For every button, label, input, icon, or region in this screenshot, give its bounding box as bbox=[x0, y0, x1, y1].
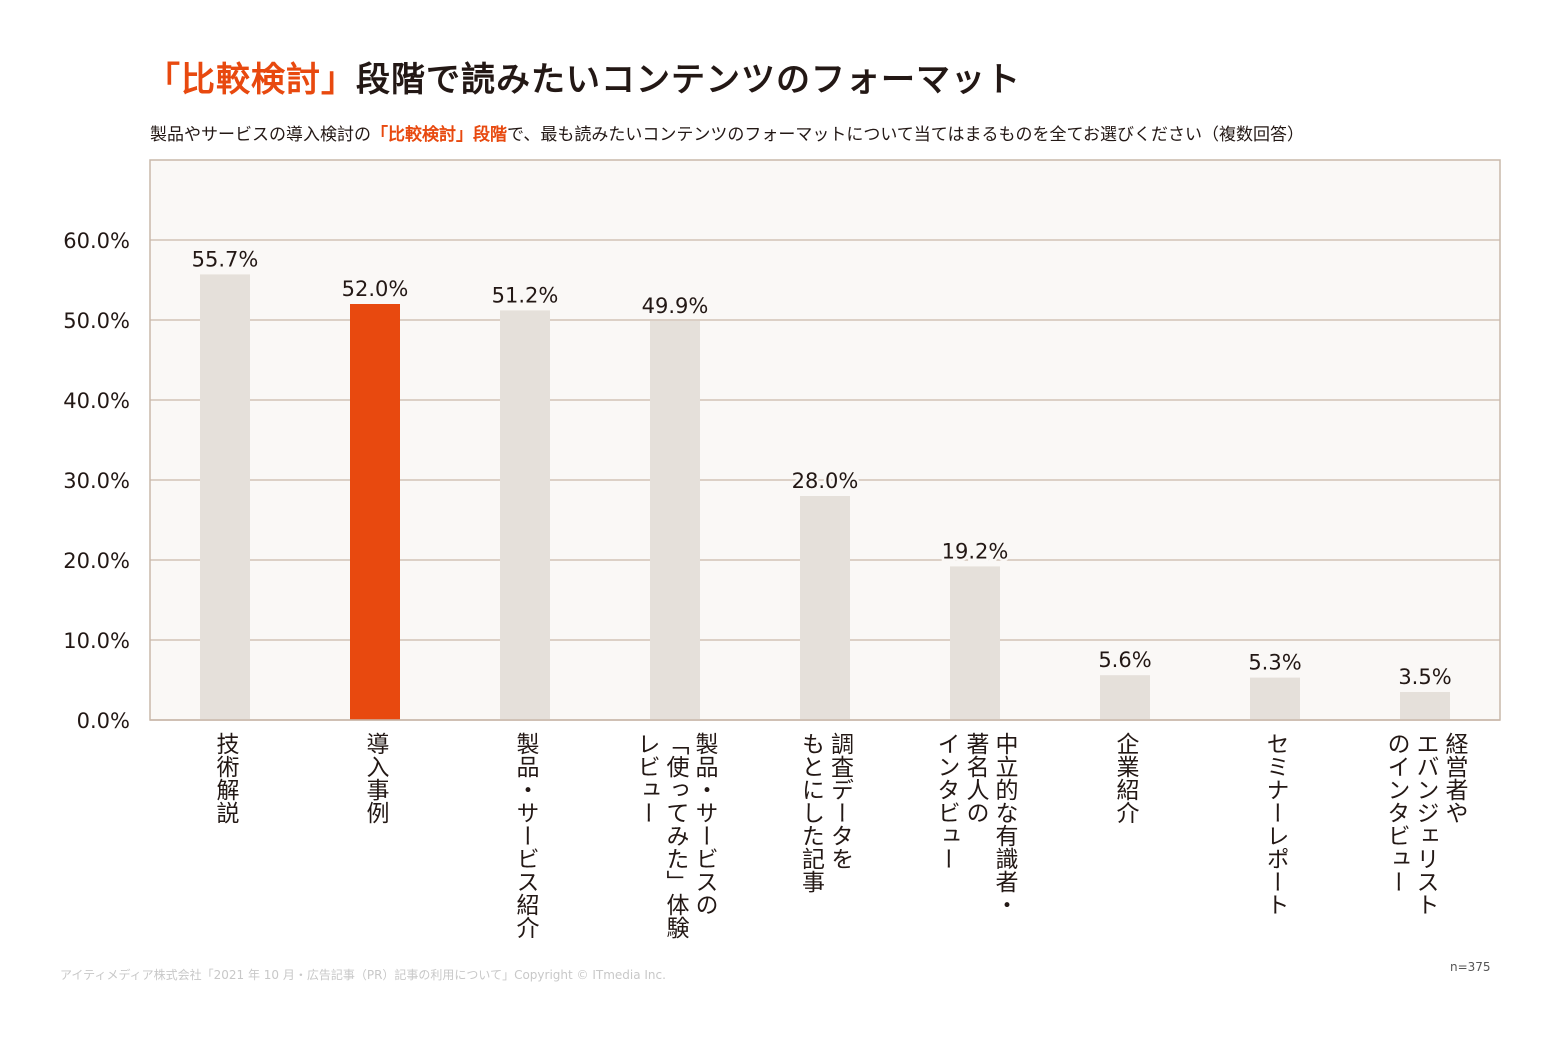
bar-value-label: 5.6% bbox=[1098, 648, 1151, 672]
y-tick-label: 40.0% bbox=[63, 389, 130, 413]
x-tick-label: 調査データをもとにした記事 bbox=[798, 732, 855, 893]
bar bbox=[1100, 675, 1150, 720]
bar-value-label: 55.7% bbox=[192, 247, 259, 271]
y-tick-label: 10.0% bbox=[63, 629, 130, 653]
sample-size-label: n=375 bbox=[1450, 960, 1491, 974]
y-tick-label: 30.0% bbox=[63, 469, 130, 493]
subtitle-highlight: 「比較検討」段階 bbox=[371, 125, 507, 145]
x-tick-label: 製品・サービス紹介 bbox=[512, 732, 540, 939]
bar bbox=[500, 310, 550, 720]
x-tick-label: 技術解説 bbox=[212, 732, 240, 824]
bar bbox=[350, 304, 400, 720]
bar bbox=[1400, 692, 1450, 720]
x-tick-label: 中立的な有識者・著名人のインタビュー bbox=[933, 732, 1019, 916]
bar-value-label: 5.3% bbox=[1248, 651, 1301, 675]
bar bbox=[950, 566, 1000, 720]
bar-value-label: 51.2% bbox=[492, 283, 559, 307]
chart-subtitle: 製品やサービスの導入検討の「比較検討」段階で、最も読みたいコンテンツのフォーマッ… bbox=[150, 120, 1304, 145]
x-tick-label: セミナーレポート bbox=[1262, 732, 1289, 916]
x-tick-label: 経営者やエバンジェリストのインタビュー bbox=[1383, 732, 1469, 916]
copyright-footer: アイティメディア株式会社「2021 年 10 月・広告記事（PR）記事の利用につ… bbox=[60, 968, 666, 982]
chart-title-rest: 段階で読みたいコンテンツのフォーマット bbox=[356, 60, 1021, 100]
y-tick-label: 60.0% bbox=[63, 229, 130, 253]
y-tick-label: 0.0% bbox=[77, 709, 130, 733]
subtitle-after: で、最も読みたいコンテンツのフォーマットについて当てはまるものを全てお選びくださ… bbox=[507, 125, 1304, 145]
y-tick-label: 20.0% bbox=[63, 549, 130, 573]
bar bbox=[650, 320, 700, 720]
chart-title: 「比較検討」段階で読みたいコンテンツのフォーマット bbox=[146, 52, 1021, 101]
x-tick-label: 導入事例 bbox=[362, 732, 390, 824]
bar-value-label: 19.2% bbox=[942, 539, 1009, 563]
subtitle-before: 製品やサービスの導入検討の bbox=[150, 125, 371, 145]
bar bbox=[200, 274, 250, 720]
x-tick-label: 製品・サービスの「使ってみた」体験レビュー bbox=[633, 732, 719, 939]
bar-value-label: 52.0% bbox=[342, 277, 409, 301]
bar bbox=[800, 496, 850, 720]
x-tick-label: 企業紹介 bbox=[1112, 732, 1140, 824]
bar bbox=[1250, 677, 1300, 720]
chart-title-highlight: 「比較検討」 bbox=[146, 60, 356, 100]
bar-value-label: 49.9% bbox=[642, 294, 709, 318]
bar-value-label: 28.0% bbox=[792, 469, 859, 493]
bar-value-label: 3.5% bbox=[1398, 665, 1451, 689]
y-tick-label: 50.0% bbox=[63, 309, 130, 333]
